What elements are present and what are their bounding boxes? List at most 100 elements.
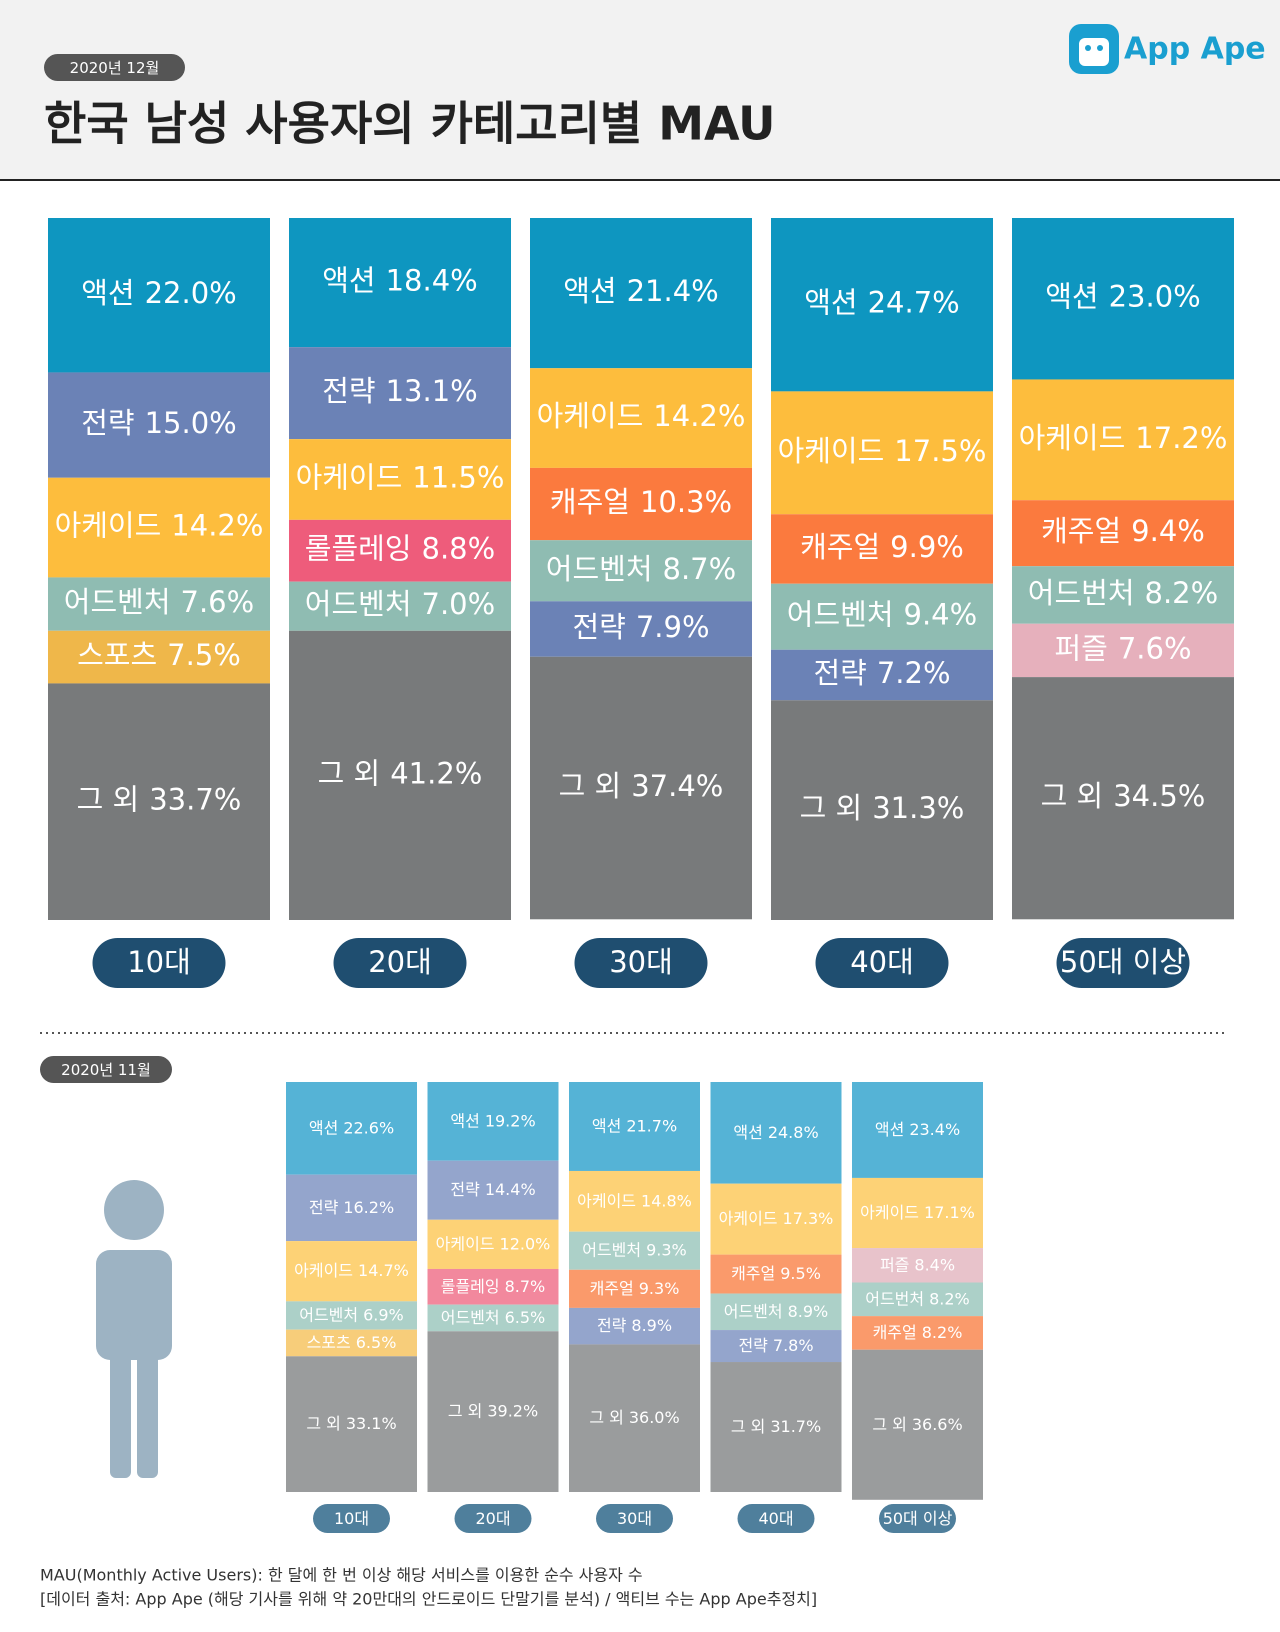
bar-segment — [530, 218, 752, 369]
segment-name: 아케이드 — [537, 399, 644, 433]
segment-name: 어드벤처 — [441, 1307, 500, 1326]
bar-segment — [852, 1316, 983, 1350]
segment-value: 17.1% — [924, 1202, 975, 1221]
segment-name: 액션 — [733, 1122, 762, 1141]
bar-segment — [569, 1344, 700, 1492]
bar-segment — [48, 372, 270, 478]
bar-segment — [427, 1160, 559, 1220]
age-pill — [737, 1504, 815, 1533]
segment-label: 전략 16.2% — [309, 1197, 394, 1216]
segment-value: 14.2% — [653, 399, 745, 433]
segment-label: 어드벤처 8.9% — [724, 1301, 829, 1320]
segment-value: 7.6% — [1118, 631, 1192, 665]
segment-value: 10.3% — [640, 485, 732, 519]
segment-value: 7.8% — [773, 1336, 814, 1355]
bar-segment — [289, 581, 511, 631]
age-label: 50대 이상 — [1060, 945, 1186, 979]
segment-value: 21.7% — [626, 1116, 677, 1135]
segment-value: 16.2% — [343, 1197, 394, 1216]
segment-value: 23.0% — [1109, 280, 1201, 314]
segment-value: 8.4% — [914, 1255, 955, 1274]
segment-name: 그 외 — [872, 1414, 907, 1433]
age-pill — [815, 938, 949, 988]
segment-name: 전략 — [813, 656, 866, 690]
segment-name: 그 외 — [559, 769, 622, 803]
segment-value: 7.6% — [181, 585, 255, 619]
person-body — [96, 1250, 172, 1360]
segment-value: 8.2% — [1145, 576, 1219, 610]
bar-segment — [710, 1082, 842, 1184]
segment-name: 아케이드 — [296, 460, 403, 494]
segment-name: 액션 — [804, 286, 857, 320]
segment-label: 퍼즐 7.6% — [1054, 631, 1191, 665]
age-label: 50대 이상 — [883, 1509, 953, 1528]
segment-label: 전략 7.9% — [572, 610, 709, 644]
segment-label: 어드벤처 9.3% — [582, 1240, 687, 1259]
segment-value: 8.7% — [505, 1276, 546, 1295]
segment-value: 8.9% — [631, 1316, 672, 1335]
bar-segment — [530, 540, 752, 602]
segment-label: 어드벤처 8.7% — [546, 552, 736, 586]
segment-label: 그 외 34.5% — [1041, 779, 1206, 813]
segment-name: 전략 — [738, 1336, 768, 1355]
segment-label: 캐주얼 10.3% — [550, 485, 732, 519]
bar-segment — [1012, 218, 1234, 380]
segment-value: 15.0% — [145, 406, 237, 440]
segment-name: 그 외 — [589, 1408, 624, 1427]
date-label: 2020년 12월 — [70, 59, 160, 77]
segment-value: 9.5% — [780, 1264, 821, 1283]
bar-segment — [427, 1331, 559, 1492]
segment-label: 그 외 31.7% — [731, 1417, 821, 1436]
segment-value: 7.2% — [877, 656, 951, 690]
age-pill — [454, 1504, 532, 1533]
age-label: 40대 — [850, 945, 914, 979]
bar-segment — [1012, 566, 1234, 624]
bar-segment — [286, 1082, 417, 1175]
segment-label: 캐주얼 9.5% — [731, 1264, 821, 1283]
segment-name: 그 외 — [448, 1401, 483, 1420]
bar-segment — [48, 683, 270, 920]
segment-name: 캐주얼 — [873, 1322, 917, 1341]
segment-value: 22.0% — [145, 276, 237, 310]
age-pill — [313, 1504, 390, 1533]
bar-segment — [530, 601, 752, 657]
bar-segment — [710, 1183, 842, 1255]
segment-name: 그 외 — [318, 756, 381, 790]
segment-label: 어드번처 8.2% — [865, 1289, 970, 1308]
segment-name: 액션 — [81, 276, 134, 310]
segment-name: 그 외 — [306, 1414, 341, 1433]
segment-value: 24.8% — [768, 1122, 819, 1141]
bar-segment — [289, 218, 511, 348]
segment-value: 14.8% — [641, 1191, 692, 1210]
segment-name: 캐주얼 — [800, 530, 880, 564]
segment-name: 액션 — [1045, 280, 1098, 314]
footnote: MAU(Monthly Active Users): 한 달에 한 번 이상 해… — [40, 1566, 643, 1585]
segment-value: 6.5% — [356, 1332, 397, 1351]
segment-name: 퍼즐 — [1054, 631, 1107, 665]
segment-name: 아케이드 — [860, 1202, 919, 1221]
segment-value: 6.9% — [363, 1305, 404, 1324]
segment-value: 21.4% — [627, 274, 719, 308]
age-label: 20대 — [368, 945, 432, 979]
segment-name: 그 외 — [800, 791, 863, 825]
segment-label: 전략 8.9% — [597, 1316, 672, 1335]
bar-segment — [852, 1248, 983, 1283]
segment-value: 9.3% — [639, 1278, 680, 1297]
segment-label: 아케이드 14.7% — [294, 1261, 409, 1280]
segment-name: 아케이드 — [55, 509, 162, 543]
segment-name: 어드벤처 — [64, 585, 171, 619]
segment-value: 14.2% — [171, 509, 263, 543]
logo-eye — [1085, 45, 1091, 51]
age-label: 10대 — [127, 945, 191, 979]
bar-segment — [286, 1174, 417, 1242]
bar-segment — [1012, 623, 1234, 678]
age-label: 20대 — [475, 1509, 510, 1528]
bar-segment — [530, 467, 752, 541]
bar-segment — [289, 439, 511, 520]
segment-name: 캐주얼 — [550, 485, 630, 519]
segment-value: 17.3% — [783, 1209, 834, 1228]
segment-label: 퍼즐 8.4% — [880, 1255, 955, 1274]
segment-value: 8.9% — [788, 1301, 829, 1320]
bar-segment — [771, 514, 993, 584]
